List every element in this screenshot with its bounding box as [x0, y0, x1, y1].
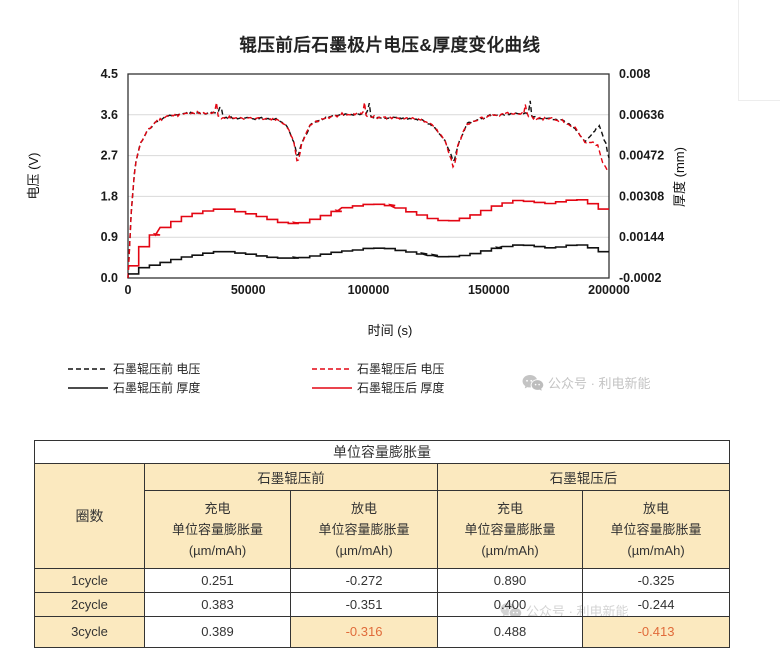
- svg-text:0.00308: 0.00308: [619, 189, 664, 203]
- svg-text:石墨辊压前 电压: 石墨辊压前 电压: [113, 361, 200, 376]
- svg-text:0.9: 0.9: [101, 230, 118, 244]
- svg-text:石墨辊压后 厚度: 石墨辊压后 厚度: [357, 380, 444, 395]
- svg-text:0.00472: 0.00472: [619, 149, 664, 163]
- svg-text:石墨辊压后 电压: 石墨辊压后 电压: [357, 362, 444, 376]
- svg-text:0: 0: [125, 283, 132, 297]
- svg-text:1.8: 1.8: [101, 189, 118, 203]
- svg-text:2.7: 2.7: [101, 149, 118, 163]
- svg-text:3.6: 3.6: [101, 108, 118, 122]
- svg-text:50000: 50000: [231, 283, 266, 297]
- svg-text:100000: 100000: [348, 283, 390, 297]
- svg-text:200000: 200000: [588, 283, 630, 297]
- svg-text:4.5: 4.5: [101, 67, 118, 81]
- svg-text:0.0: 0.0: [101, 271, 118, 285]
- svg-text:0.008: 0.008: [619, 67, 650, 81]
- svg-text:0.00636: 0.00636: [619, 108, 664, 122]
- svg-text:0.00144: 0.00144: [619, 230, 664, 244]
- svg-text:150000: 150000: [468, 283, 510, 297]
- svg-text:石墨辊压前 厚度: 石墨辊压前 厚度: [113, 380, 200, 395]
